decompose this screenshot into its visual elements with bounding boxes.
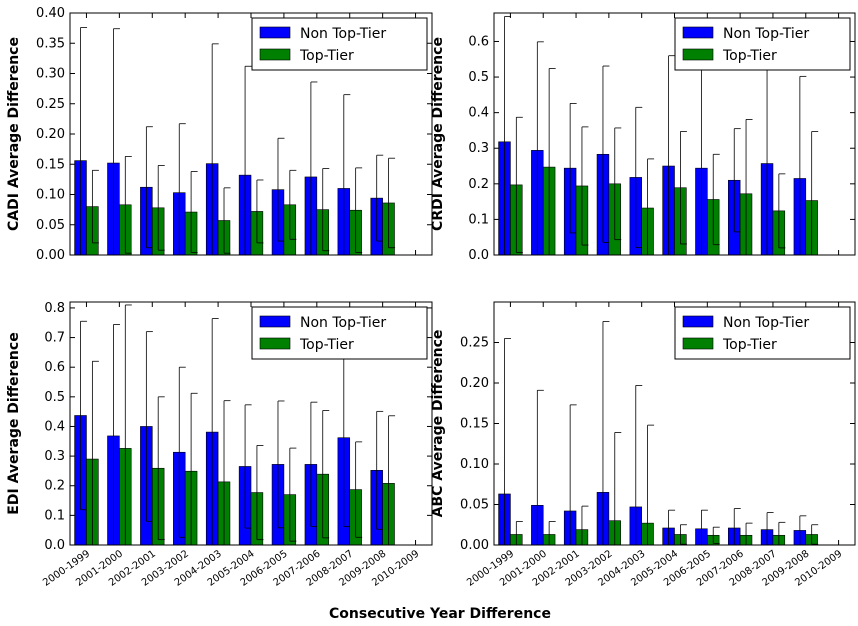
legend: [251, 306, 428, 360]
panel-3: 0.00.10.20.30.40.50.60.70.82000-19992001…: [6, 301, 433, 589]
y-tick-label: 0.00: [460, 538, 489, 553]
legend: [674, 306, 851, 360]
y-tick-label: 0.1: [468, 212, 489, 227]
axes-frame: [69, 301, 433, 546]
y-tick-label: 0.8: [44, 301, 65, 316]
axes-frame: [493, 301, 856, 546]
y-tick-label: 0.4: [44, 419, 65, 434]
legend: [251, 17, 428, 71]
y-tick-label: 0.2: [468, 177, 489, 192]
legend-label: Top-Tier: [299, 337, 354, 353]
legend-swatch: [259, 337, 291, 350]
axes-frame: [493, 12, 856, 256]
legend-label: Top-Tier: [722, 337, 777, 353]
legend-label: Non Top-Tier: [300, 315, 386, 331]
legend-label: Top-Tier: [722, 48, 777, 64]
y-tick-label: 0.25: [36, 97, 65, 112]
y-tick-label: 0.20: [460, 376, 489, 391]
y-tick-label: 0.5: [44, 390, 65, 405]
y-tick-label: 0.7: [44, 331, 65, 346]
legend-swatch: [259, 26, 291, 39]
y-tick-label: 0.5: [468, 70, 489, 85]
panel-4: 0.000.050.100.150.200.252000-19992001-20…: [430, 301, 856, 589]
legend-label: Top-Tier: [299, 48, 354, 64]
y-tick-label: 0.6: [468, 34, 489, 49]
y-tick-label: 0.15: [460, 417, 489, 432]
legend-label: Non Top-Tier: [300, 26, 386, 42]
y-tick-label: 0.05: [460, 498, 489, 513]
legend-swatch: [682, 337, 714, 350]
y-tick-label: 0.3: [44, 449, 65, 464]
legend-swatch: [259, 48, 291, 61]
y-tick-label: 0.1: [44, 508, 65, 523]
legend-label: Non Top-Tier: [723, 315, 809, 331]
axes-frame: [69, 12, 433, 256]
y-tick-label: 0.40: [36, 6, 65, 21]
panel-1: 0.00 0.05 0.10 0.15 0.20 0.25 0.30 0.35 0.40 CADI…: [6, 6, 433, 263]
y-tick-label: 0.10: [36, 188, 65, 203]
y-tick-label: 0.35: [36, 36, 65, 51]
y-tick-label: 0.2: [44, 479, 65, 494]
y-axis-label: CRDI Average Difference: [430, 37, 446, 231]
y-tick-label: 0.3: [468, 141, 489, 156]
y-tick-label: 0.25: [460, 336, 489, 351]
legend: [674, 17, 851, 71]
y-tick-label: 0.00: [36, 248, 65, 263]
y-axis-label: EDI Average Difference: [6, 332, 22, 514]
y-axis-label: ABC Average Difference: [430, 330, 446, 518]
x-axis-label: Consecutive Year Difference: [329, 606, 551, 622]
y-tick-label: 0.05: [36, 218, 65, 233]
y-axis-label: CADI Average Difference: [6, 37, 22, 231]
legend-swatch: [682, 315, 714, 328]
y-tick-label: 0.6: [44, 360, 65, 375]
legend-label: Non Top-Tier: [723, 26, 809, 42]
y-tick-label: 0.10: [460, 457, 489, 472]
y-tick-label: 0.30: [36, 67, 65, 82]
y-tick-label: 0.20: [36, 127, 65, 142]
legend-swatch: [259, 315, 291, 328]
y-tick-label: 0.0: [468, 248, 489, 263]
legend-swatch: [682, 48, 714, 61]
legend-swatch: [682, 26, 714, 39]
y-tick-label: 0.4: [468, 106, 489, 121]
y-tick-label: 0.15: [36, 157, 65, 172]
y-tick-label: 0.0: [44, 538, 65, 553]
panel-2: 0.0 0.1 0.2 0.3 0.4 0.5 0.6 CRDI Average Differ…: [430, 12, 856, 263]
